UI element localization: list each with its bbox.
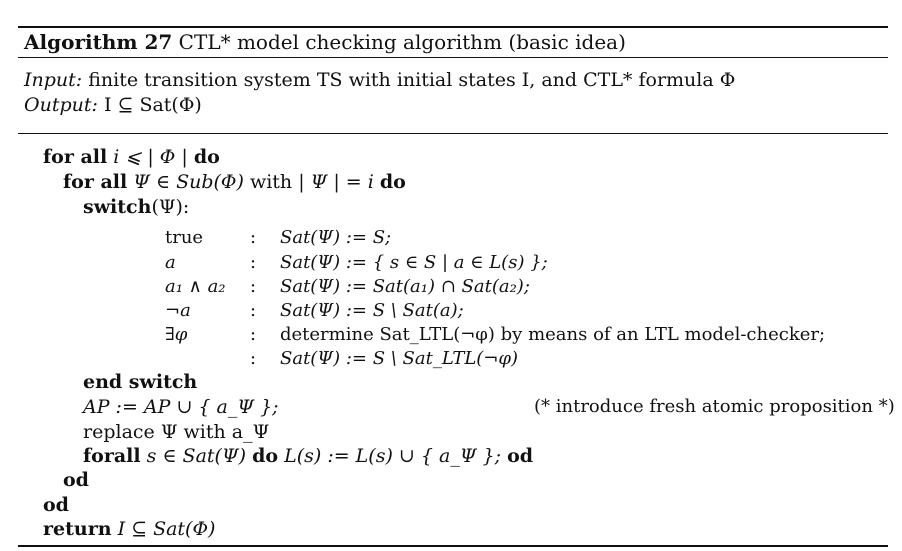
forall-condition: s ∈ Sat(Ψ) <box>146 445 247 467</box>
outer-loop-line: for all i ⩽ | Φ | do <box>43 146 220 168</box>
case-action: Sat(Ψ) := S \ Sat_LTL(¬φ) <box>280 348 519 369</box>
top-rule <box>18 26 888 28</box>
case-separator: : <box>250 300 257 321</box>
case-label: a <box>165 252 176 273</box>
od-keyword: od <box>507 445 534 467</box>
do-keyword: do <box>252 445 279 467</box>
case-separator: : <box>250 276 257 297</box>
for-all-keyword: for all <box>63 171 128 193</box>
do-keyword: do <box>193 146 220 168</box>
case-action: Sat(Ψ) := { s ∈ S | a ∈ L(s) }; <box>280 252 548 273</box>
title-rule <box>18 57 888 58</box>
forall-body: L(s) := L(s) ∪ { a_Ψ }; <box>284 445 502 467</box>
do-keyword: do <box>379 171 406 193</box>
replace-line: replace Ψ with a_Ψ <box>83 421 270 443</box>
case-action: Sat(Ψ) := S; <box>280 227 392 248</box>
end-switch-keyword: end switch <box>83 371 198 393</box>
case-label: ∃φ <box>165 324 188 345</box>
od-keyword-inner: od <box>63 469 89 491</box>
case-separator: : <box>250 252 257 273</box>
code-comment: (* introduce fresh atomic proposition *) <box>534 396 895 417</box>
forall-keyword: forall <box>83 445 141 467</box>
inner-loop-condition: Ψ ∈ Sub(Φ) <box>133 171 244 193</box>
case-separator: : <box>250 324 257 345</box>
case-separator: : <box>250 227 257 248</box>
switch-line: switch(Ψ): <box>83 196 189 218</box>
output-line: Output: I ⊆ Sat(Φ) <box>24 94 202 116</box>
with-word: with <box>249 171 293 193</box>
input-text: finite transition system TS with initial… <box>88 69 736 91</box>
case-action: Sat(Ψ) := S \ Sat(a); <box>280 300 464 321</box>
od-keyword-outer: od <box>43 494 69 516</box>
switch-keyword: switch <box>83 196 152 218</box>
io-rule <box>18 133 888 134</box>
switch-argument: (Ψ): <box>151 196 190 218</box>
algorithm-title-text: CTL* model checking algorithm (basic ide… <box>178 30 626 54</box>
algorithm-number: Algorithm 27 <box>24 30 173 54</box>
ap-update-line: AP := AP ∪ { a_Ψ }; <box>83 396 279 418</box>
output-label: Output: <box>24 94 98 116</box>
algorithm-title: Algorithm 27 CTL* model checking algorit… <box>24 31 626 53</box>
inner-loop-line: for all Ψ ∈ Sub(Φ) with | Ψ | = i do <box>63 171 406 193</box>
outer-loop-condition: i ⩽ | Φ | <box>113 146 188 168</box>
inner-loop-size: | Ψ | = i <box>298 171 374 193</box>
case-label: a₁ ∧ a₂ <box>165 276 226 297</box>
bottom-rule <box>18 545 888 547</box>
for-all-keyword: for all <box>43 146 108 168</box>
case-label: true <box>165 227 204 248</box>
return-line: return I ⊆ Sat(Φ) <box>43 518 215 540</box>
return-keyword: return <box>43 518 112 540</box>
case-action: Sat(Ψ) := Sat(a₁) ∩ Sat(a₂); <box>280 276 530 297</box>
input-label: Input: <box>24 69 83 91</box>
return-expression: I ⊆ Sat(Φ) <box>117 518 216 540</box>
case-separator: : <box>250 348 257 369</box>
case-label: ¬a <box>165 300 191 321</box>
case-action: determine Sat_LTL(¬φ) by means of an LTL… <box>280 324 826 345</box>
forall-line: forall s ∈ Sat(Ψ) do L(s) := L(s) ∪ { a_… <box>83 445 533 467</box>
output-text: I ⊆ Sat(Φ) <box>103 94 202 116</box>
input-line: Input: finite transition system TS with … <box>24 69 735 91</box>
